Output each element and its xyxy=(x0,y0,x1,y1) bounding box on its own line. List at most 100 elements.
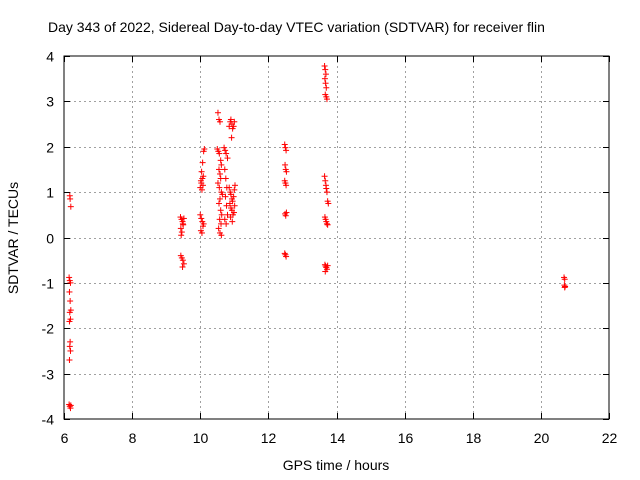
y-tick-label: 2 xyxy=(46,140,54,156)
data-point xyxy=(218,211,225,218)
data-point xyxy=(198,168,205,175)
data-point xyxy=(217,175,224,182)
data-point xyxy=(197,211,204,218)
data-point xyxy=(323,185,330,192)
data-point xyxy=(222,147,229,154)
data-point xyxy=(201,146,208,153)
data-point xyxy=(223,220,230,227)
data-point xyxy=(216,150,223,157)
data-point xyxy=(227,214,234,221)
data-point xyxy=(66,318,73,325)
data-point xyxy=(231,202,238,209)
y-axis-label: SDTVAR / TECUs xyxy=(5,182,21,294)
data-point xyxy=(67,279,74,286)
data-point xyxy=(281,250,288,257)
data-point xyxy=(283,182,290,189)
data-point xyxy=(216,184,223,191)
data-point xyxy=(322,66,329,73)
x-axis-label: GPS time / hours xyxy=(283,457,390,473)
data-point xyxy=(217,157,224,164)
data-point xyxy=(215,166,222,173)
data-point xyxy=(214,109,221,116)
data-point xyxy=(218,161,225,168)
data-point xyxy=(180,260,187,267)
data-point xyxy=(321,75,328,82)
data-point xyxy=(199,182,206,189)
data-point xyxy=(66,288,73,295)
data-point xyxy=(322,268,329,275)
y-tick-label: 1 xyxy=(46,185,54,201)
data-point xyxy=(67,347,74,354)
x-tick-label: 22 xyxy=(602,430,618,446)
data-point xyxy=(179,257,186,264)
data-point xyxy=(283,253,290,260)
data-point xyxy=(283,168,290,175)
x-tick-label: 12 xyxy=(261,430,277,446)
y-tick-label: -2 xyxy=(42,321,55,337)
data-point xyxy=(324,262,331,269)
data-points xyxy=(66,62,569,412)
data-point xyxy=(322,71,329,78)
x-tick-label: 16 xyxy=(398,430,414,446)
y-tick-label: 0 xyxy=(46,231,54,247)
data-point xyxy=(322,80,329,87)
data-point xyxy=(197,177,204,184)
data-point xyxy=(222,193,229,200)
data-point xyxy=(217,118,224,125)
data-point xyxy=(282,161,289,168)
x-tick-label: 10 xyxy=(193,430,209,446)
data-point xyxy=(224,155,231,162)
data-point xyxy=(200,220,207,227)
data-point xyxy=(228,134,235,141)
data-point xyxy=(321,62,328,69)
data-point xyxy=(282,212,289,219)
data-point xyxy=(323,220,330,227)
y-tick-label: -1 xyxy=(42,276,55,292)
data-point xyxy=(325,200,332,207)
data-point xyxy=(561,276,568,283)
data-point xyxy=(226,184,233,191)
data-point xyxy=(229,218,236,225)
data-point xyxy=(215,225,222,232)
data-point xyxy=(215,200,222,207)
data-point xyxy=(67,195,74,202)
data-point xyxy=(218,220,225,227)
data-point xyxy=(321,261,328,268)
data-point xyxy=(221,216,228,223)
x-tick-label: 18 xyxy=(466,430,482,446)
chart-title: Day 343 of 2022, Sidereal Day-to-day VTE… xyxy=(48,19,545,35)
data-point xyxy=(67,298,74,305)
data-point xyxy=(179,263,186,270)
data-point xyxy=(177,225,184,232)
data-point xyxy=(219,191,226,198)
data-point xyxy=(66,357,73,364)
data-point xyxy=(230,193,237,200)
axis-ticks xyxy=(64,56,610,420)
data-point xyxy=(214,180,221,187)
data-point xyxy=(199,159,206,166)
data-point xyxy=(231,186,238,193)
data-point xyxy=(227,116,234,123)
data-point xyxy=(221,166,228,173)
data-point xyxy=(218,232,225,239)
data-point xyxy=(561,284,568,291)
data-point xyxy=(217,195,224,202)
y-tick-label: -4 xyxy=(42,412,55,428)
data-point xyxy=(217,207,224,214)
plot-frame xyxy=(63,55,610,420)
data-point xyxy=(223,202,230,209)
data-point xyxy=(226,200,233,207)
data-point xyxy=(200,173,207,180)
data-point xyxy=(66,343,73,350)
data-point xyxy=(323,84,330,91)
data-point xyxy=(198,215,205,222)
y-tick-label: 4 xyxy=(46,49,54,65)
x-tick-label: 8 xyxy=(129,430,137,446)
data-point xyxy=(281,141,288,148)
data-point xyxy=(216,216,223,223)
data-point xyxy=(321,173,328,180)
data-point xyxy=(223,150,230,157)
x-tick-label: 6 xyxy=(61,430,69,446)
